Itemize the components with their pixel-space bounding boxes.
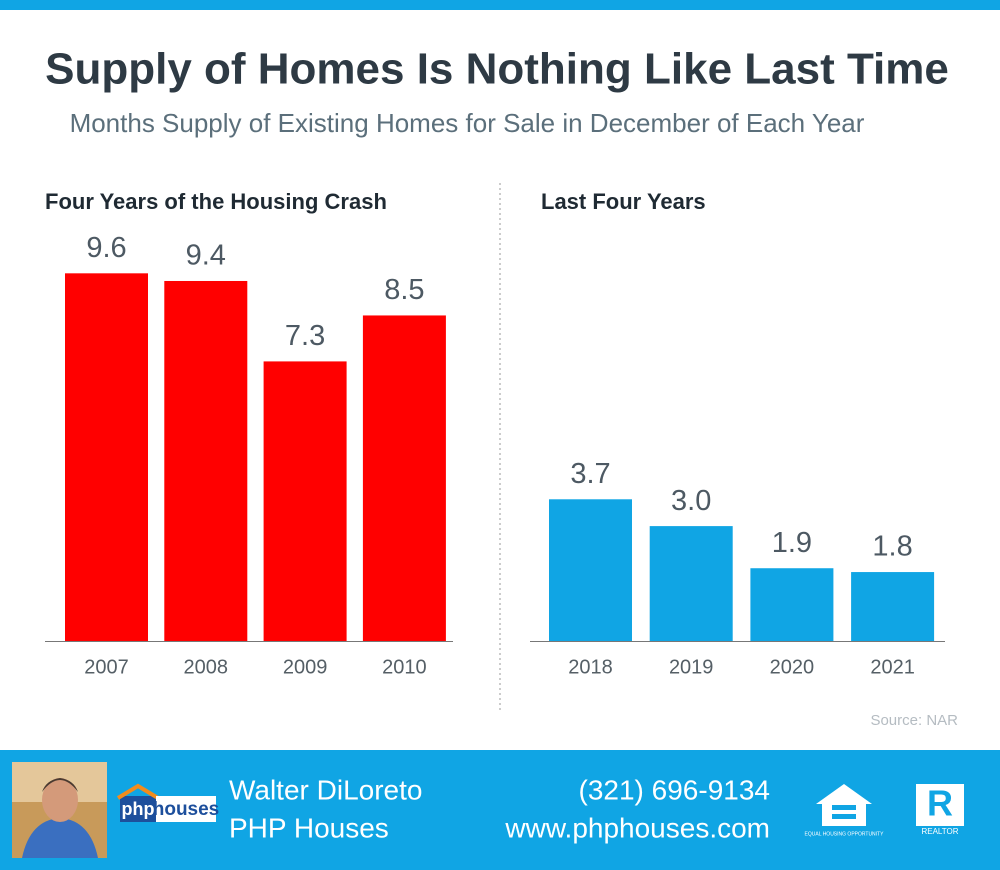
x-tick-label: 2008 [184,656,229,678]
value-label: 1.8 [872,531,912,563]
subtitle: Months Supply of Existing Homes for Sale… [70,108,865,138]
x-tick-label: 2007 [84,656,129,678]
equal-housing-text: EQUAL HOUSING OPPORTUNITY [805,831,885,837]
value-label: 1.9 [772,527,812,559]
value-label: 3.0 [671,485,711,517]
website: www.phphouses.com [504,812,770,843]
x-tick-label: 2021 [870,656,915,678]
realtor-mark: R [927,783,953,824]
top-band [0,0,1000,10]
value-label: 8.5 [384,274,424,306]
equal-housing-badge: EQUAL HOUSING OPPORTUNITY [805,784,885,837]
company-name: PHP Houses [229,812,389,843]
value-label: 9.6 [86,232,126,264]
logo-houses: houses [153,799,220,820]
value-label: 9.4 [186,240,226,272]
realtor-text: REALTOR [921,827,958,836]
bar [649,526,733,641]
agent-photo [12,762,107,858]
bar [549,499,632,641]
value-label: 7.3 [285,320,325,352]
chart-title: Last Four Years [541,189,706,214]
phone: (321) 696-9134 [579,774,770,805]
x-tick-label: 2018 [568,656,613,678]
x-tick-label: 2019 [669,656,714,678]
bar [65,273,148,641]
bar [851,572,935,641]
bar [263,361,347,641]
value-label: 3.7 [570,458,610,490]
logo-php: php [122,799,155,819]
bar [750,568,834,641]
agent-name: Walter DiLoreto [229,774,422,805]
x-tick-label: 2020 [770,656,815,678]
x-tick-label: 2010 [382,656,427,678]
chart-title: Four Years of the Housing Crash [45,189,387,214]
x-tick-label: 2009 [283,656,328,678]
bar [362,315,446,641]
source: Source: NAR [870,712,958,729]
bar [164,280,248,641]
title: Supply of Homes Is Nothing Like Last Tim… [45,45,949,94]
realtor-badge: R REALTOR [916,783,964,836]
company-logo: php houses [116,783,220,822]
